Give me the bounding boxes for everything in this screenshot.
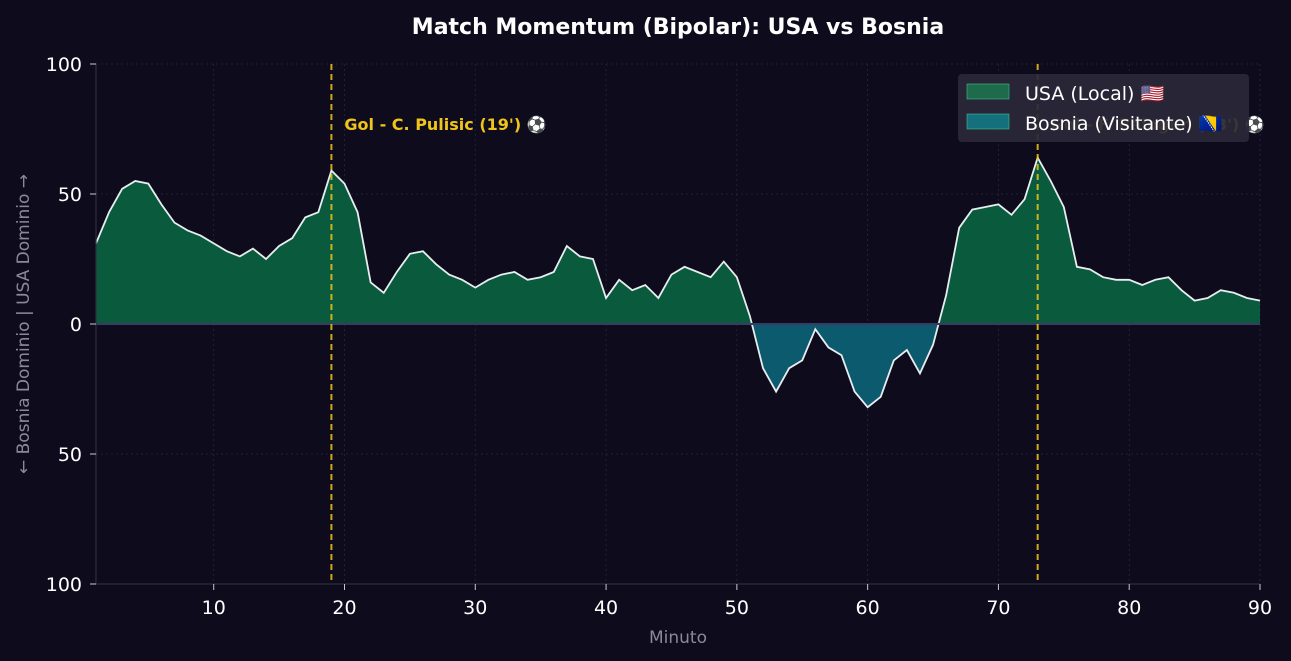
legend-entry-label: Bosnia (Visitante) 🇧🇦 (1025, 113, 1223, 135)
usa-area (96, 157, 1260, 324)
x-tick-label: 20 (332, 597, 356, 619)
x-tick-label: 50 (725, 597, 749, 619)
chart-title: Match Momentum (Bipolar): USA vs Bosnia (412, 15, 944, 40)
y-tick-label: 100 (46, 574, 82, 596)
y-tick-label: 0 (70, 314, 82, 336)
legend-entry-label: USA (Local) 🇺🇸 (1025, 83, 1164, 105)
y-tick-label: 50 (58, 184, 82, 206)
legend: USA (Local) 🇺🇸 Bosnia (Visitante) 🇧🇦 (958, 74, 1249, 142)
x-tick-label: 10 (202, 597, 226, 619)
x-tick-label: 80 (1117, 597, 1141, 619)
legend-box (958, 74, 1249, 142)
y-tick-label: 100 (46, 54, 82, 76)
momentum-areas (95, 155, 1261, 409)
axes: 10 20 30 40 50 60 70 80 90 100 50 0 50 100 (46, 54, 1272, 619)
y-tick-label: 50 (58, 444, 82, 466)
x-tick-label: 30 (463, 597, 487, 619)
x-tick-label: 70 (986, 597, 1010, 619)
x-tick-label: 90 (1248, 597, 1272, 619)
goal-annotation-label: Gol - C. Pulisic (19') ⚽ (344, 115, 546, 134)
momentum-line (95, 155, 1261, 409)
y-axis-label: ← Bosnia Dominio | USA Dominio → (14, 174, 34, 474)
legend-swatch (966, 83, 1010, 100)
x-tick-label: 40 (594, 597, 618, 619)
x-axis-label: Minuto (649, 628, 707, 648)
legend-swatch (966, 113, 1010, 130)
x-tick-label: 60 (856, 597, 880, 619)
